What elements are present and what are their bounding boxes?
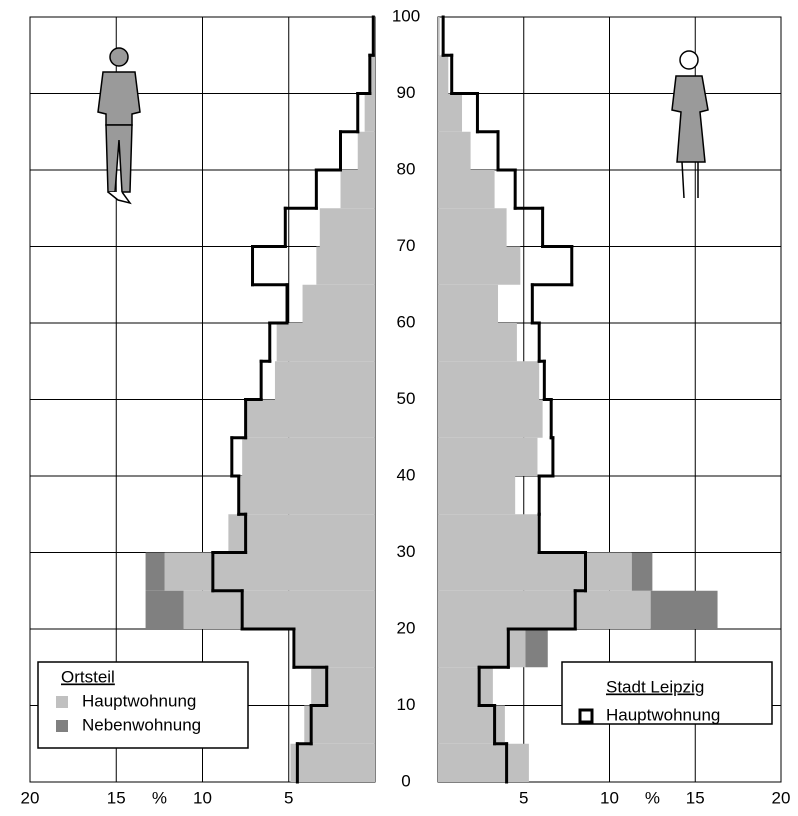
legend: Ortsteil Hauptwohnung Nebenwohnung (38, 662, 248, 748)
x-tick-label: 10 (600, 788, 619, 807)
bar (438, 553, 632, 591)
chart: 5 10 15 20% 5 10 15 20% 0 10 20 30 40 50 60 70 80 90 100 Or… (0, 0, 798, 811)
bar (438, 285, 498, 323)
legend-label: Hauptwohnung (606, 705, 720, 724)
bar (438, 170, 495, 208)
bar (651, 591, 718, 629)
bar (303, 285, 375, 323)
y-tick-label: 20 (397, 618, 416, 637)
legend-swatch (56, 720, 68, 732)
legend-title: Stadt Leipzig (606, 677, 704, 696)
legend-swatch (580, 710, 592, 722)
bar (438, 17, 440, 55)
bar (242, 438, 375, 476)
x-tick-label: 20 (772, 788, 791, 807)
bar (438, 132, 471, 170)
bar (438, 629, 525, 667)
y-tick-label: 40 (397, 465, 416, 484)
x-unit-label: % (645, 788, 660, 807)
x-tick-label: 15 (107, 788, 126, 807)
y-tick-label: 0 (401, 771, 410, 790)
bar (365, 94, 375, 132)
x-unit-label: % (152, 788, 167, 807)
bar (438, 247, 520, 285)
bar (438, 438, 537, 476)
x-tick-label: 5 (284, 788, 293, 807)
bar (246, 400, 375, 438)
legend: Stadt Leipzig Hauptwohnung (562, 662, 772, 724)
legend-label: Nebenwohnung (82, 715, 201, 734)
bar (165, 553, 375, 591)
bar (275, 361, 375, 399)
bar (146, 553, 165, 591)
y-tick-label: 100 (392, 6, 420, 25)
x-tick-label: 10 (193, 788, 212, 807)
legend-swatch (56, 696, 68, 708)
bar (438, 514, 537, 552)
bar (277, 323, 375, 361)
bar (438, 667, 493, 705)
bar (316, 247, 375, 285)
y-tick-label: 80 (397, 159, 416, 178)
bar (296, 629, 375, 667)
legend-label: Hauptwohnung (82, 691, 196, 710)
bar (525, 629, 547, 667)
bar (438, 744, 529, 782)
bar (438, 361, 539, 399)
bar (290, 744, 375, 782)
bar (438, 400, 543, 438)
y-tick-label: 50 (397, 389, 416, 408)
bar (146, 591, 184, 629)
bar (320, 208, 375, 246)
y-tick-label: 60 (397, 312, 416, 331)
bar (239, 476, 375, 514)
bar (358, 132, 375, 170)
x-tick-label: 20 (21, 788, 40, 807)
y-tick-label: 90 (397, 83, 416, 102)
bar (304, 706, 375, 744)
bar (438, 591, 651, 629)
bar (341, 170, 376, 208)
x-tick-label: 5 (519, 788, 528, 807)
bar (228, 514, 375, 552)
bar (438, 55, 448, 93)
bar (632, 553, 653, 591)
bar (438, 94, 462, 132)
bar (438, 476, 515, 514)
x-tick-label: 15 (686, 788, 705, 807)
bar (438, 208, 507, 246)
bar (184, 591, 375, 629)
bar (438, 323, 517, 361)
legend-title: Ortsteil (61, 667, 115, 686)
y-tick-label: 10 (397, 695, 416, 714)
y-tick-label: 30 (397, 542, 416, 561)
y-tick-label: 70 (397, 236, 416, 255)
bar (311, 667, 375, 705)
